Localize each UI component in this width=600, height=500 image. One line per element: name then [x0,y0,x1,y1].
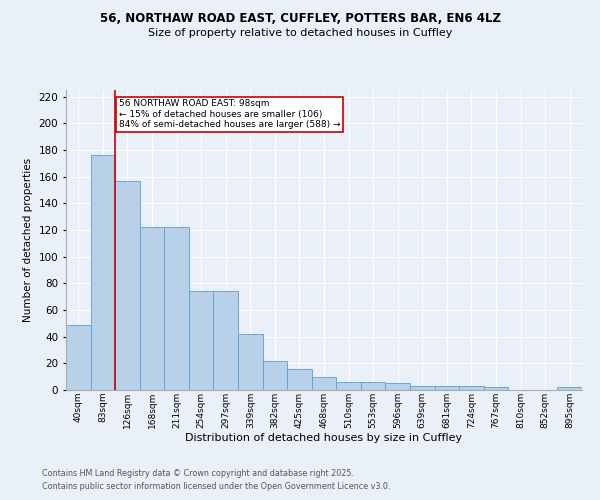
Bar [214,292,238,390]
Text: Contains public sector information licensed under the Open Government Licence v3: Contains public sector information licen… [42,482,391,491]
Text: Contains HM Land Registry data © Crown copyright and database right 2025.: Contains HM Land Registry data © Crown c… [42,468,354,477]
Bar [434,386,459,390]
Bar [361,382,385,390]
Bar [91,156,115,390]
Bar [459,386,484,390]
Bar [336,382,361,390]
Text: 56, NORTHAW ROAD EAST, CUFFLEY, POTTERS BAR, EN6 4LZ: 56, NORTHAW ROAD EAST, CUFFLEY, POTTERS … [100,12,500,26]
Bar [238,334,263,390]
Bar [287,368,312,390]
Bar [484,388,508,390]
Bar [189,292,214,390]
Bar [263,360,287,390]
Bar [385,384,410,390]
Bar [164,228,189,390]
Y-axis label: Number of detached properties: Number of detached properties [23,158,33,322]
Bar [557,388,582,390]
Bar [140,228,164,390]
Bar [115,180,140,390]
Text: 56 NORTHAW ROAD EAST: 98sqm
← 15% of detached houses are smaller (106)
84% of se: 56 NORTHAW ROAD EAST: 98sqm ← 15% of det… [119,100,340,129]
Bar [66,324,91,390]
Bar [312,376,336,390]
Bar [410,386,434,390]
Text: Size of property relative to detached houses in Cuffley: Size of property relative to detached ho… [148,28,452,38]
X-axis label: Distribution of detached houses by size in Cuffley: Distribution of detached houses by size … [185,434,463,444]
